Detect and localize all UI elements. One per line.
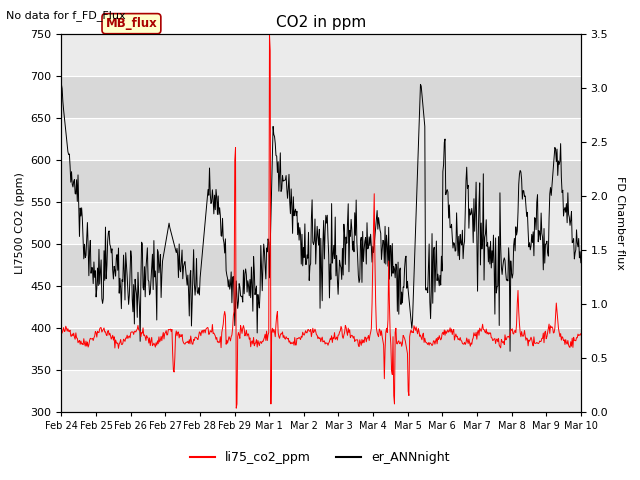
Bar (61, 371, 581, 412)
Bar (61, 328, 581, 371)
Bar (61, 118, 581, 160)
Y-axis label: LI7500 CO2 (ppm): LI7500 CO2 (ppm) (15, 172, 25, 274)
Title: CO2 in ppm: CO2 in ppm (276, 15, 366, 30)
Bar (61, 160, 581, 202)
Bar (61, 244, 581, 286)
Bar (61, 202, 581, 244)
Bar (61, 76, 581, 118)
Text: MB_flux: MB_flux (106, 17, 157, 30)
Bar (61, 286, 581, 328)
Legend: li75_co2_ppm, er_ANNnight: li75_co2_ppm, er_ANNnight (186, 446, 454, 469)
Bar (61, 34, 581, 76)
Text: No data for f_FD_Flux: No data for f_FD_Flux (6, 10, 126, 21)
Y-axis label: FD Chamber flux: FD Chamber flux (615, 176, 625, 270)
